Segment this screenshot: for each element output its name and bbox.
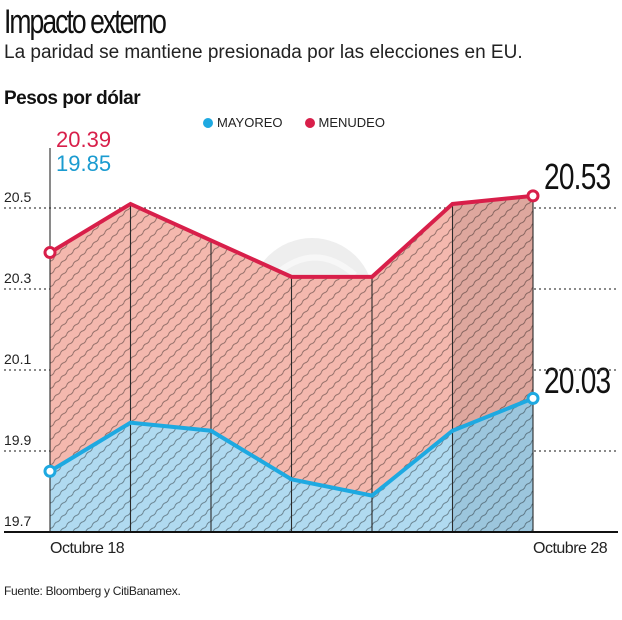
y-tick-label: 19.7: [4, 513, 32, 529]
y-tick-label: 20.3: [4, 270, 32, 286]
menudeo-line: [48, 193, 534, 279]
first-value-menudeo: 20.39: [56, 127, 112, 152]
menudeo-endpoint-marker: [43, 246, 57, 260]
legend-label-mayoreo: MAYOREO: [217, 115, 283, 130]
chart-subtitle: La paridad se mantiene presionada por la…: [4, 42, 523, 63]
x-tick-label-end: Octubre 28: [533, 540, 608, 557]
menudeo-endpoint-marker: [526, 189, 540, 203]
legend-label-menudeo: MENUDEO: [318, 115, 385, 130]
first-value-mayoreo: 19.85: [56, 151, 112, 176]
mayoreo-endpoint-marker: [43, 464, 57, 478]
last-value-mayoreo: 20.03: [544, 360, 611, 401]
legend-dot-menudeo: [304, 117, 315, 128]
mayoreo-endpoint-marker: [526, 391, 540, 405]
y-tick-label: 19.9: [4, 432, 32, 448]
unit-label: Pesos por dólar: [4, 88, 141, 109]
chart-title: Impacto externo: [4, 3, 167, 41]
x-tick-label-start: Octubre 18: [50, 540, 125, 557]
last-value-menudeo: 20.53: [544, 156, 611, 197]
source-note: Fuente: Bloomberg y CitiBanamex.: [4, 584, 181, 598]
legend-dot-mayoreo: [203, 117, 213, 128]
y-tick-label: 20.1: [4, 351, 32, 367]
legend: MAYOREO MENUDEO: [203, 115, 385, 130]
mayoreo-line: [48, 396, 534, 498]
y-tick-label: 20.5: [4, 189, 32, 205]
legend-item-mayoreo: MAYOREO: [203, 115, 283, 130]
legend-item-menudeo: MENUDEO: [304, 115, 385, 130]
